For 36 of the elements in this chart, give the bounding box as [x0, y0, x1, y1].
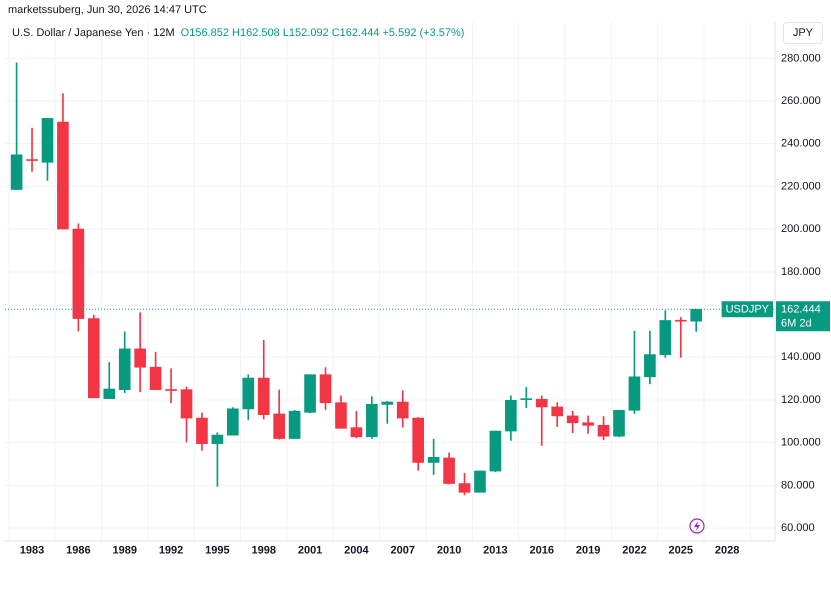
y-tick-label: 240.000	[781, 138, 821, 150]
x-tick-label: 1998	[251, 544, 276, 556]
y-tick-label: 140.000	[781, 351, 821, 364]
y-tick-label: 60.000	[781, 522, 815, 534]
text: 162.444	[781, 303, 821, 316]
x-tick-label: 1983	[20, 544, 44, 556]
y-tick-label: 180.000	[781, 266, 821, 278]
x-tick-label: 2010	[436, 544, 462, 556]
text: marketssuberg, Jun 30, 2026 14:47 UTC	[8, 4, 207, 16]
x-tick-label: 1995	[205, 544, 230, 556]
candlestick	[26, 128, 38, 172]
chart-title: U.S. Dollar / Japanese Yen · 12M	[12, 27, 175, 39]
x-tick-label: 2022	[622, 544, 647, 556]
x-tick-label: 2013	[483, 544, 508, 556]
text: 6M 2d	[781, 317, 812, 330]
y-tick-label: 220.000	[781, 180, 821, 192]
ref-line-label: USDJPY	[726, 303, 770, 316]
x-tick-label: 2028	[714, 544, 740, 556]
x-tick-label: 2016	[530, 544, 554, 556]
chart-subtitle: O156.852 H162.508 L152.092 C162.444 +5.592 (+3.57%)	[180, 27, 464, 39]
x-tick-label: 1989	[112, 544, 137, 556]
x-tick-label: 2025	[668, 544, 694, 556]
text: JPY	[782, 22, 823, 44]
x-tick-label: 1986	[66, 544, 91, 556]
y-tick-label: 280.000	[781, 52, 821, 64]
y-tick-label: 100.000	[781, 436, 821, 449]
x-tick-label: 2019	[576, 544, 600, 556]
x-tick-label: 2001	[298, 544, 322, 556]
y-tick-label: 260.000	[781, 95, 821, 108]
x-tick-label: 2007	[390, 544, 415, 556]
x-tick-label: 2004	[344, 544, 370, 556]
candlestick	[165, 368, 177, 403]
y-tick-label: 80.000	[781, 479, 815, 492]
y-tick-label: 120.000	[781, 394, 821, 406]
y-tick-label: 200.000	[781, 223, 821, 236]
x-tick-label: 1992	[158, 544, 184, 556]
